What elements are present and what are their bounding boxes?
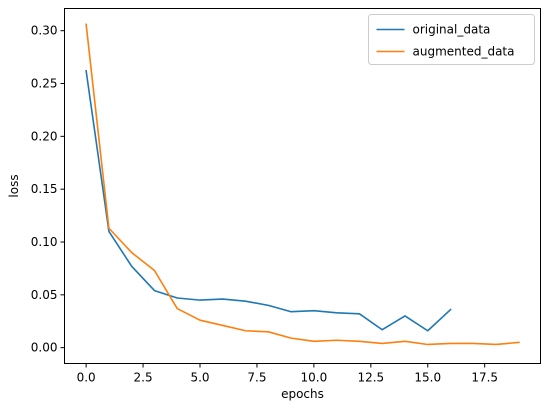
legend: original_data augmented_data (368, 14, 535, 65)
legend-box (368, 14, 535, 65)
y-tick-label: 0.15 (31, 182, 58, 196)
y-tick-label: 0.05 (31, 288, 58, 302)
y-tick-label: 0.25 (31, 77, 58, 91)
x-tick-label: 15.0 (414, 371, 441, 385)
x-tick-label: 17.5 (471, 371, 498, 385)
y-tick-label: 0.10 (31, 235, 58, 249)
plot-border (64, 8, 541, 364)
legend-label: original_data (413, 23, 491, 37)
x-tick-label: 0.0 (77, 371, 96, 385)
plot-frame (64, 8, 541, 364)
x-tick-label: 2.5 (134, 371, 153, 385)
x-tick-label: 5.0 (190, 371, 209, 385)
x-tick-label: 12.5 (357, 371, 384, 385)
y-axis-title: loss (7, 174, 21, 197)
series-line-original-data (85, 69, 452, 332)
y-tick-label: 0.20 (31, 129, 58, 143)
series-line-augmented-data (85, 23, 520, 346)
y-tick-label: 0.00 (31, 341, 58, 355)
x-axis: 0.0 2.5 5.0 7.5 10.0 12.5 15.0 17.5 (77, 363, 498, 385)
series-layer (85, 23, 520, 346)
plot-area (64, 8, 541, 364)
x-tick-label: 7.5 (247, 371, 266, 385)
x-tick-label: 10.0 (301, 371, 328, 385)
y-axis: 0.00 0.05 0.10 0.15 0.20 0.25 0.30 (31, 24, 65, 355)
x-axis-title: epochs (281, 387, 324, 401)
legend-label: augmented_data (413, 45, 515, 59)
y-tick-label: 0.30 (31, 24, 58, 38)
